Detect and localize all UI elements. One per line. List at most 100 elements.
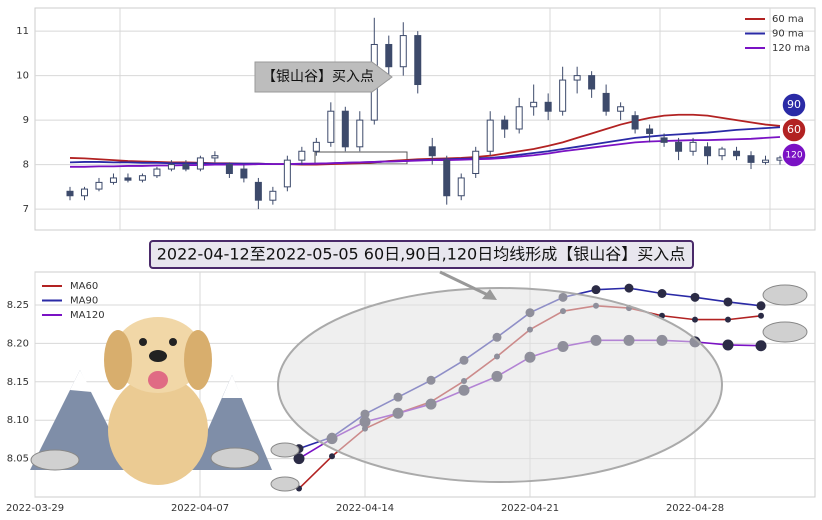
ma-point <box>293 453 305 465</box>
pointer-head <box>482 289 497 300</box>
candle-body <box>356 119 364 148</box>
ma-point <box>756 301 766 311</box>
top-chart: 7 8 9 10 11 60 ma 60 90 ma 90 120 ma 120 <box>16 14 815 215</box>
x-tick-label: 2022-04-28 <box>666 503 724 514</box>
x-tick-label: 2022-04-07 <box>171 503 229 514</box>
candle-body <box>501 119 509 130</box>
candle-body <box>182 164 190 170</box>
candle-body <box>298 150 306 161</box>
y-tick-label: 7 <box>23 204 29 215</box>
pointer-arrow <box>439 270 491 298</box>
ma-point <box>725 316 731 323</box>
candle-body <box>385 43 393 68</box>
ma-point <box>690 292 700 302</box>
candle-body <box>486 119 494 152</box>
end-tag-circle <box>781 142 807 168</box>
candle-body <box>443 159 451 197</box>
chart-title: 2022-04-12至2022-05-05 60日,90日,120日均线形成【银… <box>157 245 686 264</box>
candle-body <box>660 137 668 143</box>
ingots <box>30 284 808 492</box>
candle-body <box>428 146 436 157</box>
y-tick-label: 9 <box>23 115 29 126</box>
candle-body <box>762 159 770 163</box>
mountain-left <box>30 370 130 470</box>
candle-body <box>646 128 654 134</box>
candle-body <box>747 155 755 163</box>
candle-body <box>675 141 683 152</box>
candle-body <box>95 181 103 190</box>
y-tick-label: 8.25 <box>7 300 29 311</box>
ma-point <box>755 340 767 352</box>
candle-body <box>254 181 262 201</box>
candle-body <box>588 75 596 90</box>
ma-point <box>692 316 698 323</box>
legend-label: MA120 <box>70 310 105 321</box>
top-vgrid <box>119 8 771 230</box>
candle-body <box>530 101 538 108</box>
candle-body <box>704 146 712 157</box>
candle-body <box>559 79 567 112</box>
candle-body <box>515 106 523 130</box>
title-box <box>149 240 694 269</box>
ma-point <box>591 285 601 295</box>
legend-label: 90 ma <box>772 29 804 40</box>
candle-body <box>283 159 291 188</box>
x-tick-label: 2022-04-21 <box>501 503 559 514</box>
end-tag-circle <box>781 92 807 118</box>
y-tick-label: 10 <box>16 71 29 82</box>
candle-body <box>341 110 349 148</box>
top-frame <box>34 7 816 231</box>
candle-body <box>414 35 422 86</box>
candle-body <box>138 175 146 181</box>
legend-label: 120 ma <box>772 43 810 54</box>
candle-body <box>167 164 175 170</box>
y-tick-label: 8.10 <box>7 415 29 426</box>
y-tick-label: 8.05 <box>7 454 29 465</box>
y-tick-label: 11 <box>16 26 29 37</box>
end-tag: 60 <box>787 123 801 136</box>
ma-point <box>624 283 634 293</box>
x-tick-label: 2022-03-29 <box>6 503 64 514</box>
y-tick-label: 8 <box>23 160 29 171</box>
candle-body <box>153 168 161 177</box>
candle-body <box>457 177 465 197</box>
candle-body <box>124 177 132 181</box>
mountain-right <box>190 375 272 470</box>
ma-point <box>657 289 667 299</box>
annotation-box <box>254 61 393 93</box>
candle-body <box>399 35 407 68</box>
candle-body <box>733 150 741 157</box>
annotation: 【银山谷】买入点 <box>262 69 374 85</box>
candle-body <box>472 150 480 174</box>
decorations <box>30 270 808 492</box>
x-tick-label: 2022-04-14 <box>336 503 394 514</box>
ma-point <box>722 339 734 351</box>
end-tag-circle <box>781 117 807 143</box>
ma-point <box>723 297 733 307</box>
legend-label: MA60 <box>70 281 98 292</box>
ma-point <box>758 312 764 319</box>
candle-body <box>312 141 320 152</box>
candle-body <box>109 177 117 183</box>
legend-label: MA90 <box>70 296 98 307</box>
ma-point <box>329 453 335 460</box>
end-tag: 120 <box>785 151 802 161</box>
candle-body <box>196 157 204 170</box>
candle-body <box>617 106 625 112</box>
candle-body <box>80 188 88 197</box>
candle-body <box>631 115 639 130</box>
candle-body <box>718 148 726 157</box>
candle-body <box>573 75 581 81</box>
y-tick-label: 8.20 <box>7 338 29 349</box>
candle-body <box>211 155 219 159</box>
candle-body <box>602 92 610 112</box>
candle-body <box>225 164 233 174</box>
candle-body <box>66 190 74 197</box>
candle-body <box>327 110 335 143</box>
candle-body <box>544 101 552 112</box>
legend-label: 60 ma <box>772 14 804 25</box>
candle-body <box>689 141 697 152</box>
candle-body <box>269 190 277 201</box>
y-tick-label: 8.15 <box>7 377 29 388</box>
